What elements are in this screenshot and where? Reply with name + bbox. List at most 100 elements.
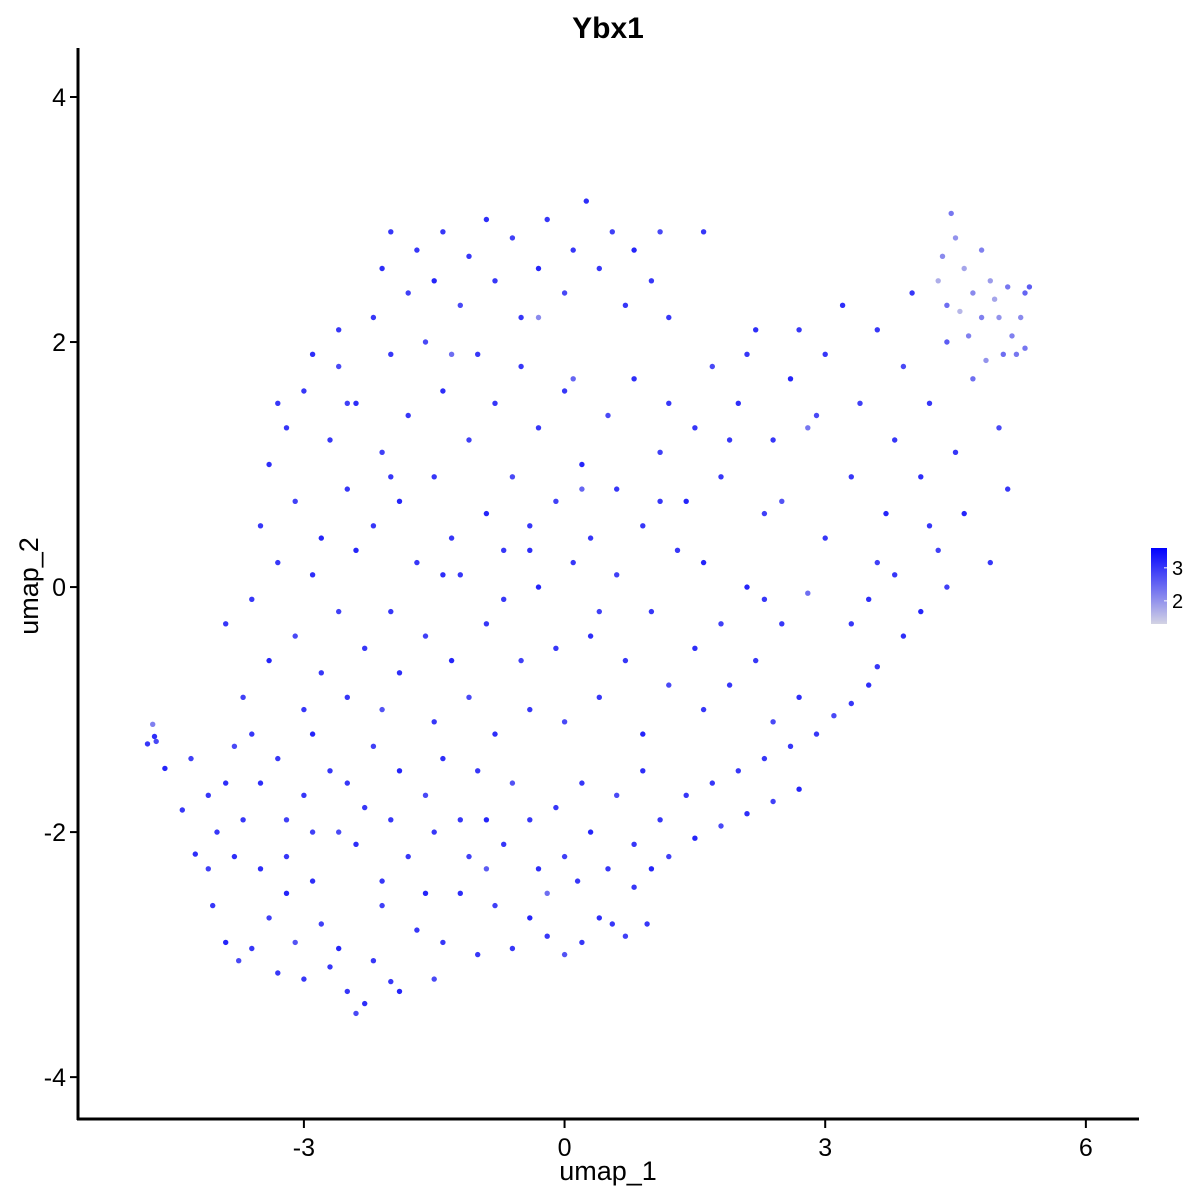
data-point: [983, 357, 989, 364]
data-point: [283, 890, 290, 896]
data-point: [153, 738, 159, 745]
data-point: [475, 951, 481, 958]
data-point: [770, 719, 776, 725]
data-point: [614, 792, 620, 798]
data-point: [622, 657, 629, 664]
data-point: [440, 388, 446, 394]
data-point: [240, 694, 246, 700]
data-point: [596, 694, 602, 700]
data-point: [318, 535, 324, 541]
data-point: [422, 633, 429, 639]
data-point: [570, 559, 576, 566]
data-point: [944, 584, 950, 590]
data-point: [275, 755, 281, 762]
data-point: [318, 670, 324, 676]
data-point: [431, 829, 437, 835]
data-point: [866, 596, 872, 602]
data-point: [1022, 290, 1028, 296]
data-point: [457, 302, 463, 308]
data-point: [336, 327, 342, 333]
data-point: [223, 780, 229, 786]
data-point: [327, 437, 333, 443]
data-point: [935, 547, 941, 553]
y-tick-label: 2: [52, 329, 66, 357]
data-point: [188, 755, 194, 762]
data-point: [214, 829, 220, 835]
data-point: [753, 327, 759, 333]
data-point: [527, 915, 533, 921]
legend-tick-label: 3: [1172, 558, 1183, 580]
data-point: [257, 523, 264, 529]
data-point: [231, 853, 238, 860]
data-point: [1005, 486, 1011, 492]
data-point: [631, 376, 637, 382]
data-point: [926, 400, 933, 406]
data-point: [448, 535, 455, 541]
data-point: [301, 792, 307, 798]
data-point: [735, 768, 741, 774]
data-point: [1005, 284, 1011, 290]
data-point: [440, 939, 446, 946]
data-point: [370, 958, 377, 964]
data-point: [535, 265, 542, 272]
data-point: [779, 621, 785, 627]
data-point: [892, 437, 898, 443]
data-point: [422, 792, 429, 798]
data-point: [309, 829, 316, 835]
data-point: [561, 290, 568, 296]
data-point: [249, 596, 255, 602]
data-point: [561, 951, 568, 958]
data-point: [466, 853, 472, 860]
data-point: [301, 388, 307, 394]
data-point: [944, 302, 950, 308]
data-point: [813, 731, 820, 737]
data-point: [952, 449, 959, 455]
data-point: [609, 229, 615, 235]
data-point: [422, 890, 429, 896]
data-point: [483, 866, 490, 872]
data-point: [700, 229, 707, 235]
data-point: [457, 572, 463, 578]
data-point: [344, 486, 350, 492]
data-point: [336, 829, 342, 835]
data-point: [544, 933, 550, 939]
data-point: [509, 235, 516, 241]
data-point: [648, 278, 655, 284]
data-point: [744, 351, 750, 357]
data-point: [666, 400, 672, 406]
data-point: [362, 645, 368, 651]
data-point: [266, 915, 272, 921]
data-point: [353, 841, 359, 847]
data-point: [151, 733, 158, 740]
data-point: [379, 265, 385, 272]
data-point: [475, 351, 481, 357]
data-point: [939, 253, 946, 259]
data-point: [857, 400, 863, 406]
data-point: [744, 811, 750, 817]
y-axis-title: umap_2: [14, 537, 44, 635]
data-point: [978, 314, 985, 321]
data-point: [544, 890, 550, 896]
data-point: [987, 278, 993, 284]
data-point: [501, 596, 507, 602]
data-point: [640, 523, 646, 529]
data-point: [292, 939, 298, 946]
data-point: [388, 817, 394, 823]
data-point: [753, 657, 759, 664]
data-point: [761, 510, 768, 517]
data-point: [370, 314, 377, 321]
data-point: [448, 657, 455, 664]
data-point: [848, 474, 854, 480]
data-point: [622, 302, 629, 308]
data-point: [344, 694, 350, 700]
data-point: [362, 1000, 368, 1007]
legend-tick-label: 2: [1172, 591, 1183, 613]
data-point: [327, 964, 333, 970]
data-point: [683, 498, 689, 504]
chart-title: Ybx1: [572, 12, 644, 45]
data-point: [926, 523, 933, 529]
data-point: [874, 664, 880, 670]
data-point: [596, 915, 602, 921]
data-point: [561, 853, 568, 860]
data-point: [353, 1010, 359, 1017]
